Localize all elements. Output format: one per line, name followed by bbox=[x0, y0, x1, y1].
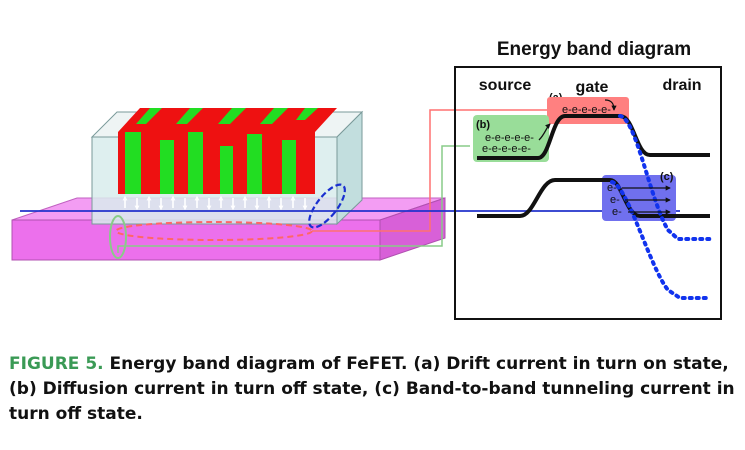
conduction-band bbox=[477, 114, 710, 160]
diffusion-connector bbox=[117, 145, 470, 253]
gate-electrons: e-e-e-e-e- bbox=[562, 104, 611, 116]
figure-caption: FIGURE 5. Energy band diagram of FeFET. … bbox=[9, 352, 739, 427]
polarization-arrows bbox=[122, 195, 308, 211]
fefet-device bbox=[11, 108, 446, 261]
band-diagram-title: Energy band diagram bbox=[497, 39, 691, 60]
tunnel-marker-c: (c) bbox=[660, 171, 674, 183]
dotted-band-upper bbox=[618, 114, 712, 241]
figure-label: FIGURE 5. bbox=[9, 354, 104, 374]
caption-text: Energy band diagram of FeFET. (a) Drift … bbox=[9, 354, 735, 424]
drift-arrow bbox=[604, 99, 617, 111]
fefet-figure: Energy band diagram source gate drain (a… bbox=[11, 39, 722, 320]
source-label: source bbox=[479, 77, 532, 94]
channel-slab-front bbox=[11, 219, 381, 261]
dotted-band-lower bbox=[610, 180, 712, 300]
diffusion-arrow bbox=[538, 123, 551, 141]
diffusion-current-region bbox=[109, 215, 127, 259]
gate-label: gate bbox=[576, 79, 609, 96]
tunneling-arrows bbox=[622, 185, 671, 215]
tunnel-electron-1: e- bbox=[607, 182, 617, 194]
band-diagram-frame bbox=[454, 66, 722, 320]
ferroelectric-layer bbox=[118, 108, 337, 194]
source-electrons-row1: e-e-e-e-e- bbox=[485, 132, 534, 144]
drain-label: drain bbox=[662, 77, 701, 94]
tunnel-electron-2: e- bbox=[610, 194, 620, 206]
tunnel-electron-3: e- bbox=[612, 206, 622, 218]
source-electron-box bbox=[473, 115, 549, 162]
tunneling-current-region bbox=[308, 183, 346, 229]
drift-connector bbox=[312, 109, 552, 232]
source-electrons-row2: e-e-e-e-e- bbox=[482, 143, 531, 155]
source-marker-b: (b) bbox=[476, 119, 490, 131]
